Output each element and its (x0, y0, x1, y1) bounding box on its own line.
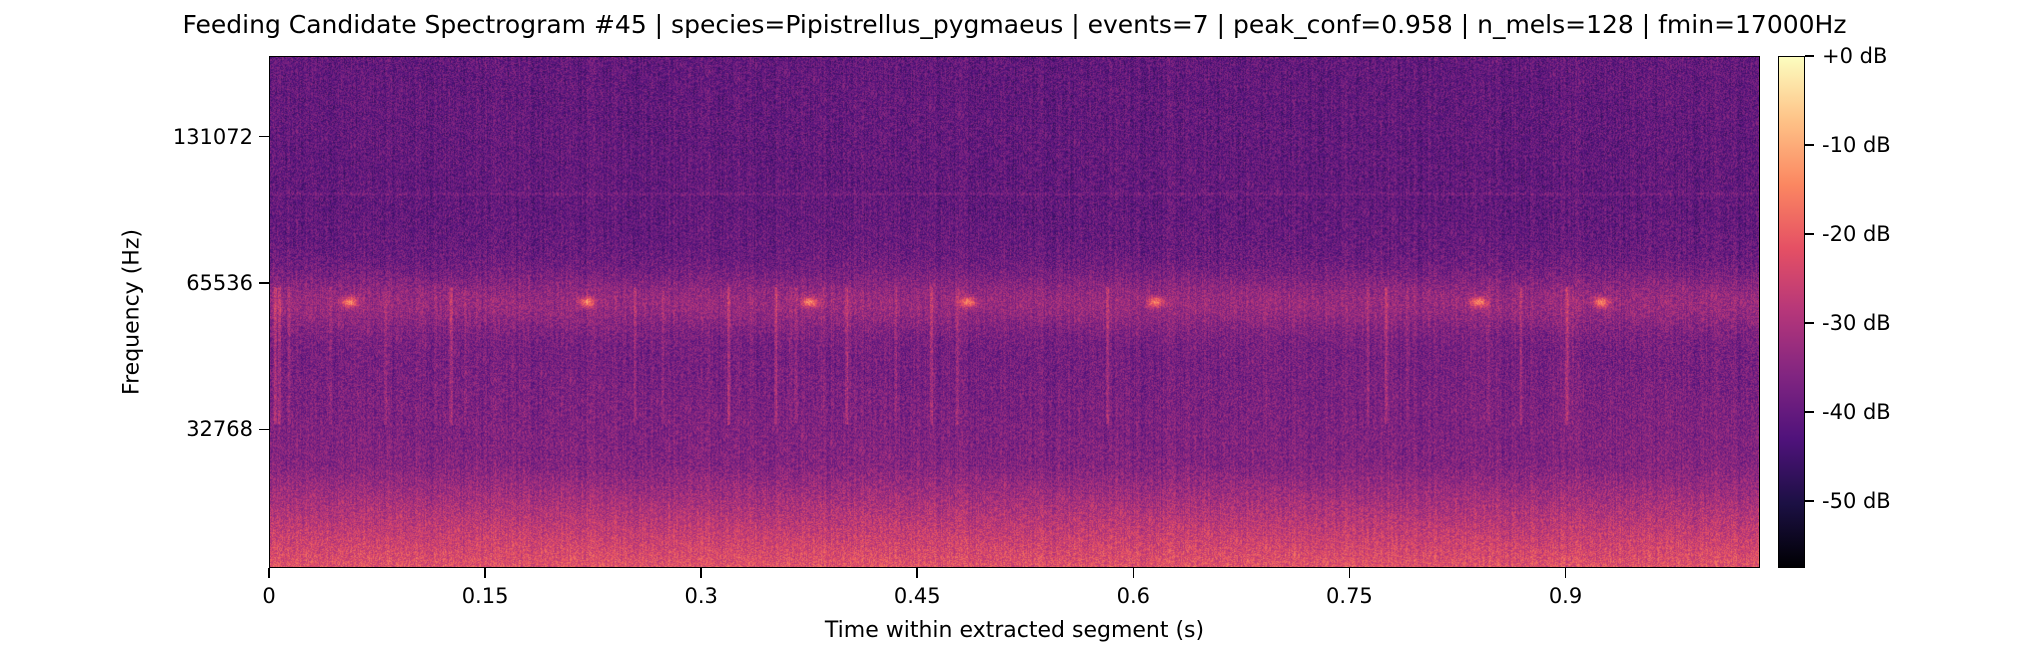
x-tick-mark (700, 568, 702, 578)
y-tick-mark (259, 135, 269, 138)
chart-title: Feeding Candidate Spectrogram #45 | spec… (182, 10, 1847, 39)
x-tick-label: 0.75 (1326, 584, 1373, 608)
x-tick-label: 0 (262, 584, 276, 608)
colorbar-tick-mark (1805, 322, 1814, 324)
colorbar-tick-label: -40 dB (1822, 400, 1891, 425)
y-tick-label: 32768 (186, 417, 253, 442)
spectrogram-plot-area (269, 56, 1760, 568)
y-tick-label: 65536 (186, 271, 253, 295)
colorbar-tick-label: -50 dB (1822, 489, 1891, 514)
colorbar-tick-mark (1805, 55, 1814, 57)
x-tick-mark (1132, 568, 1135, 578)
x-tick-label: 0.6 (1116, 584, 1151, 608)
x-axis-label: Time within extracted segment (s) (824, 618, 1205, 643)
colorbar-tick-label: -10 dB (1822, 133, 1891, 158)
x-tick-mark (1348, 568, 1351, 578)
x-tick-mark (268, 568, 270, 578)
y-tick-label: 131072 (172, 124, 253, 149)
y-tick-mark (259, 428, 269, 431)
y-axis-label: Frequency (Hz) (119, 229, 145, 395)
colorbar-tick-mark (1805, 500, 1814, 502)
colorbar-tick-label: -20 dB (1822, 222, 1891, 247)
x-tick-label: 0.45 (893, 584, 941, 608)
spectrogram-heatmap (270, 57, 1759, 567)
colorbar-tick-label: +0 dB (1822, 44, 1888, 68)
x-tick-mark (484, 568, 486, 578)
x-tick-label: 0.3 (684, 584, 718, 608)
x-tick-label: 0.15 (461, 584, 509, 608)
x-tick-mark (916, 568, 919, 578)
colorbar-tick-mark (1805, 233, 1814, 235)
colorbar-tick-label: -30 dB (1822, 311, 1891, 336)
colorbar-tick-mark (1805, 144, 1814, 146)
colorbar-tick-mark (1805, 411, 1814, 413)
x-tick-mark (1564, 568, 1567, 578)
colorbar (1778, 56, 1805, 568)
x-tick-label: 0.9 (1548, 584, 1583, 608)
y-tick-mark (259, 282, 269, 284)
